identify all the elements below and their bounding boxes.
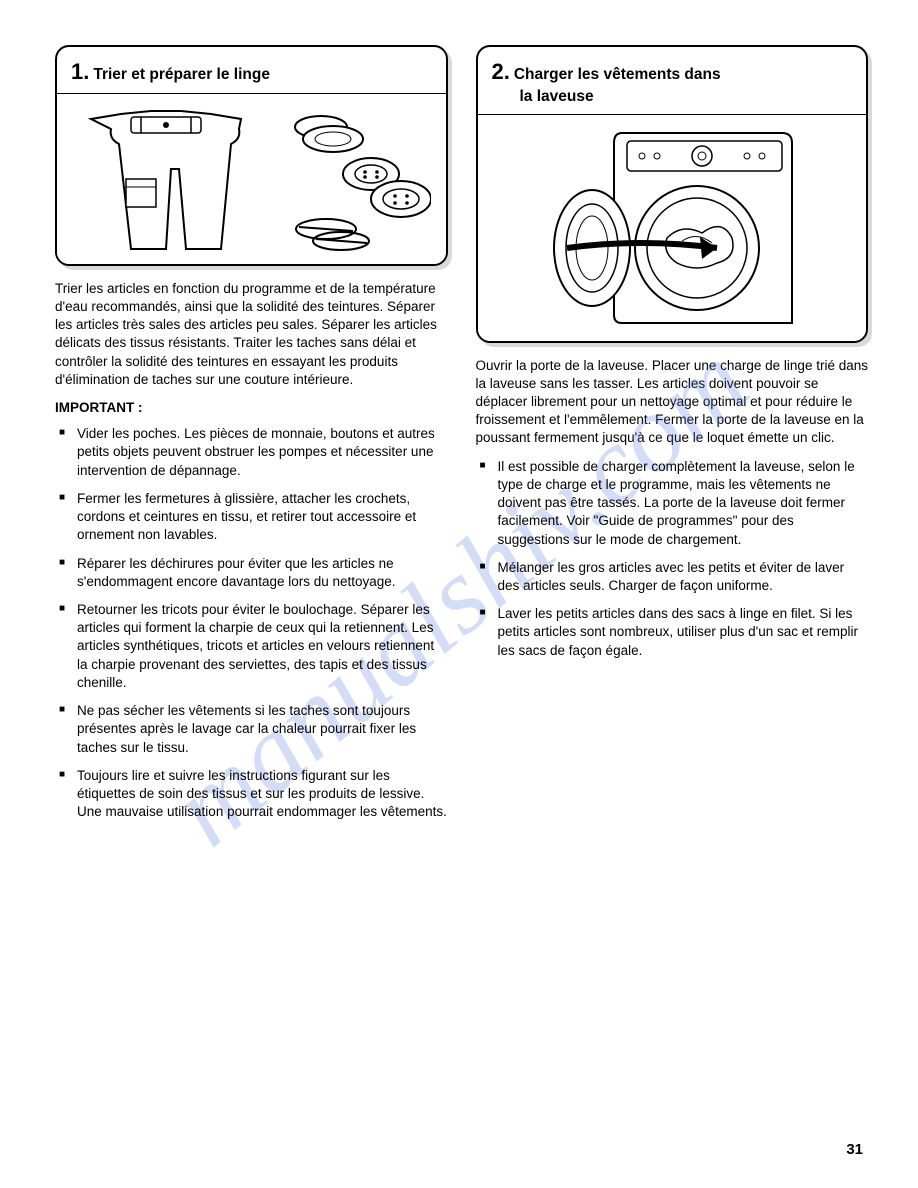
panel-2-title-line2: la laveuse [520,88,594,105]
laundry-items-icon [71,99,431,259]
panel-1-number: 1. [71,59,89,84]
list-item: Réparer les déchirures pour éviter que l… [55,555,448,591]
right-column: 2.Charger les vêtements dans la laveuse [476,45,869,831]
list-item: Fermer les fermetures à glissière, attac… [55,490,448,545]
list-item: Mélanger les gros articles avec les peti… [476,559,869,595]
important-label: IMPORTANT : [55,399,448,417]
panel-1: 1.Trier et préparer le linge [55,45,448,266]
content-columns: 1.Trier et préparer le linge [55,45,868,831]
panel-2-title: 2.Charger les vêtements dans la laveuse [478,47,867,115]
list-item: Ne pas sécher les vêtements si les tache… [55,702,448,757]
left-bullets: Vider les poches. Les pièces de monnaie,… [55,425,448,821]
panel-2-illustration [478,115,867,341]
right-bullets: Il est possible de charger complètement … [476,458,869,660]
panel-1-title-text: Trier et préparer le linge [93,66,270,83]
list-item: Laver les petits articles dans des sacs … [476,605,869,660]
left-column: 1.Trier et préparer le linge [55,45,448,831]
list-item: Retourner les tricots pour éviter le bou… [55,601,448,692]
washer-icon [522,123,822,333]
list-item: Il est possible de charger complètement … [476,458,869,549]
left-intro-text: Trier les articles en fonction du progra… [55,280,448,389]
panel-2: 2.Charger les vêtements dans la laveuse [476,45,869,343]
panel-1-illustration [57,94,446,264]
page-number: 31 [846,1140,863,1160]
list-item: Vider les poches. Les pièces de monnaie,… [55,425,448,480]
list-item: Toujours lire et suivre les instructions… [55,767,448,822]
panel-2-number: 2. [492,59,510,84]
right-intro-text: Ouvrir la porte de la laveuse. Placer un… [476,357,869,448]
panel-2-title-line1: Charger les vêtements dans [514,66,721,83]
panel-1-title: 1.Trier et préparer le linge [57,47,446,94]
